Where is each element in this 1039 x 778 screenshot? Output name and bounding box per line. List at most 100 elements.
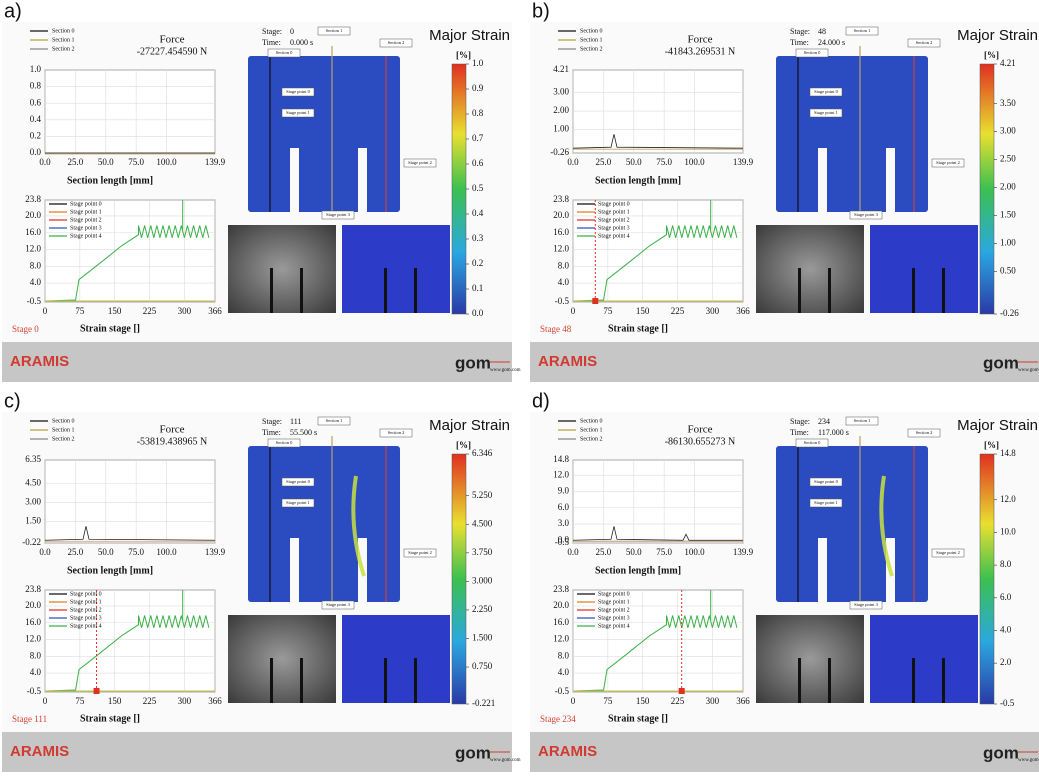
legend-entry: Section 1 <box>580 427 603 433</box>
specimen <box>248 446 400 602</box>
specimen-label: Section 0 <box>804 50 822 55</box>
colorbar-label: 6.346 <box>472 448 493 458</box>
label-box <box>907 38 941 48</box>
unit: [%] <box>456 50 471 60</box>
y-tick-label: 16.0 <box>25 617 41 627</box>
label-box <box>267 48 301 58</box>
y-tick-label: -0.5 <box>555 686 570 696</box>
specimen <box>776 56 928 212</box>
force-value: -27227.454590 N <box>137 46 208 57</box>
colorbar-label: -0.5 <box>1000 698 1015 708</box>
x-axis-label: Strain stage [] <box>80 713 140 724</box>
label-box <box>795 48 829 58</box>
x-tick-label: 100.0 <box>684 547 705 557</box>
y-tick-label: -0.5 <box>27 686 42 696</box>
label-box <box>317 26 351 36</box>
panel: c) Section 0 Section 1 Section 2 Force-53819… <box>2 390 521 772</box>
label-box <box>809 87 843 97</box>
label-box <box>849 600 883 610</box>
brand: ARAMIS <box>538 743 597 760</box>
x-axis-label: Section length [mm] <box>595 565 681 576</box>
time-key: Time: <box>790 38 809 47</box>
camera-image <box>228 225 336 313</box>
panel: b) Section 0 Section 1 Section 2 Force-41843… <box>530 0 1039 382</box>
time-key: Time: <box>262 428 281 437</box>
stage-marker-point <box>592 298 599 304</box>
colorbar-label: 3.000 <box>472 575 493 585</box>
x-tick-label: 50.0 <box>626 157 642 167</box>
legend-entry: Stage point 0 <box>70 591 102 597</box>
stage-key: Stage: <box>790 417 810 426</box>
strain-curve <box>44 225 210 302</box>
specimen-label: Section 0 <box>276 50 294 55</box>
legend-entry: Stage point 3 <box>70 225 102 231</box>
y-tick-label: 0.0 <box>558 534 570 544</box>
colorbar-label: 1.0 <box>472 58 484 68</box>
y-tick-label: 23.8 <box>553 194 569 204</box>
y-tick-label: 16.0 <box>553 227 569 237</box>
legend-entry: Section 2 <box>580 46 603 52</box>
y-tick-label: 8.0 <box>558 260 570 270</box>
x-tick-label: 0.0 <box>39 157 51 167</box>
unit: [%] <box>456 440 471 450</box>
y-tick-label: 0.8 <box>30 81 42 91</box>
x-tick-label: 75 <box>75 306 85 316</box>
x-tick-label: 225 <box>143 696 157 706</box>
label-box <box>403 548 437 558</box>
url: www.gom.com <box>490 368 521 373</box>
specimen-slot <box>290 148 299 213</box>
x-tick-label: 100.0 <box>684 157 705 167</box>
y-tick-label: 4.0 <box>30 277 42 287</box>
legend-entry: Section 0 <box>580 28 603 34</box>
specimen-label: Stage point 3 <box>854 212 878 217</box>
x-tick-label: 75 <box>603 696 613 706</box>
specimen-label: Section 1 <box>326 418 343 423</box>
y-tick-label: 3.0 <box>558 518 570 528</box>
panel-label: d) <box>532 390 550 412</box>
colorbar-label: 14.8 <box>1000 448 1016 458</box>
x-tick-label: 100.0 <box>156 547 177 557</box>
colorbar-label: 6.0 <box>1000 592 1012 602</box>
strain-overlay-image <box>870 225 978 313</box>
stage-label: Stage 0 <box>12 324 39 334</box>
unit: [%] <box>984 50 999 60</box>
label-box <box>379 38 413 48</box>
camera-image <box>756 225 864 313</box>
x-tick-label: 25.0 <box>68 547 84 557</box>
specimen-label: Stage point 1 <box>814 110 838 115</box>
logo: gom <box>455 353 491 372</box>
y-tick-label: 20.0 <box>553 600 569 610</box>
strain-overlay-image <box>342 615 450 703</box>
panel: a) Section 0 Section 1 Section 2 Force-27227… <box>2 0 521 382</box>
specimen-label: Section 1 <box>854 418 871 423</box>
slot <box>798 658 801 703</box>
label-box <box>849 210 883 220</box>
label-box <box>281 87 315 97</box>
specimen-slot <box>886 148 895 213</box>
legend-entry: Section 1 <box>52 37 75 43</box>
label-box <box>809 498 843 508</box>
label-box <box>267 438 301 448</box>
x-tick-label: 0.0 <box>567 547 579 557</box>
legend-entry: Section 0 <box>580 418 603 424</box>
specimen-label: Section 1 <box>854 28 871 33</box>
colorbar-label: -0.26 <box>1000 308 1019 318</box>
legend-entry: Stage point 0 <box>598 591 630 597</box>
force-value: -86130.655273 N <box>665 436 736 447</box>
strain-overlay-image <box>870 615 978 703</box>
label-box <box>809 477 843 487</box>
section-curve <box>572 526 743 541</box>
force-value: -41843.269531 N <box>665 46 736 57</box>
section-curve <box>572 134 744 149</box>
x-tick-label: 366 <box>208 696 222 706</box>
time-key: Time: <box>262 38 281 47</box>
stage-value: 48 <box>818 27 826 36</box>
slot <box>414 658 417 703</box>
colorbar-label: 0.0 <box>472 308 484 318</box>
legend-entry: Stage point 1 <box>70 209 102 215</box>
specimen-label: Stage point 0 <box>286 89 310 94</box>
label-box <box>403 158 437 168</box>
specimen <box>248 56 400 212</box>
x-tick-label: 366 <box>208 306 222 316</box>
y-tick-label: -0.5 <box>555 537 570 547</box>
